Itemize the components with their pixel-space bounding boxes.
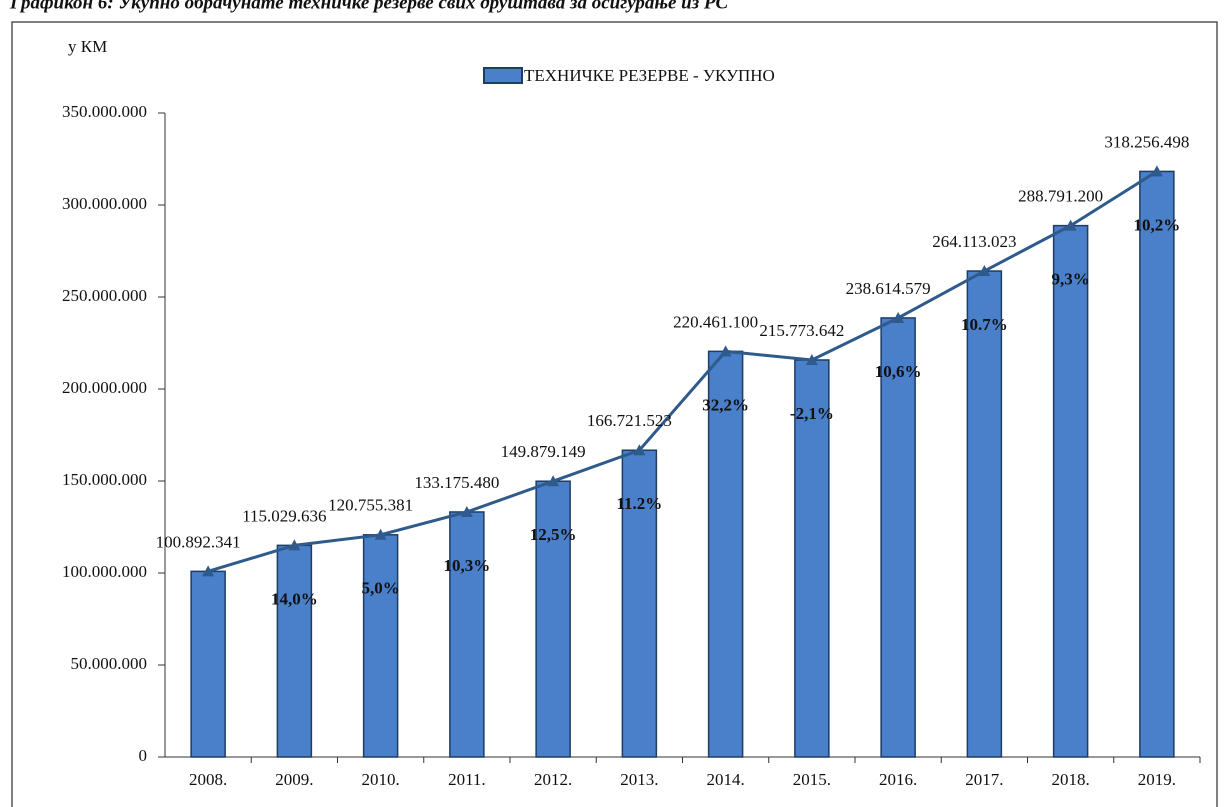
line-marker xyxy=(633,444,646,456)
value-label: 120.755.381 xyxy=(328,496,413,515)
line-marker xyxy=(374,528,387,540)
y-tick-label: 0 xyxy=(139,746,148,765)
line-marker xyxy=(805,353,818,365)
bar xyxy=(1052,224,1089,758)
x-tick-label: 2012. xyxy=(534,770,572,789)
x-tick-label: 2014. xyxy=(707,770,745,789)
x-tick-label: 2016. xyxy=(879,770,917,789)
value-label: 264.113.023 xyxy=(932,232,1016,251)
x-tick-label: 2019. xyxy=(1138,770,1176,789)
value-label: 100.892.341 xyxy=(156,532,241,551)
line-marker xyxy=(547,475,560,487)
legend-label: ТЕХНИЧКЕ РЕЗЕРВЕ - УКУПНО xyxy=(524,66,775,85)
x-tick-label: 2018. xyxy=(1052,770,1090,789)
line-marker xyxy=(892,311,905,323)
value-label: 220.461.100 xyxy=(673,312,758,331)
line-marker xyxy=(460,505,473,517)
x-tick-label: 2011. xyxy=(448,770,486,789)
value-label: 318.256.498 xyxy=(1104,132,1189,151)
bar xyxy=(966,270,1003,758)
value-label: 166.721.523 xyxy=(587,411,672,430)
growth-label: 5,0% xyxy=(362,579,400,598)
y-tick-label: 350.000.000 xyxy=(62,102,147,121)
bar xyxy=(535,480,571,758)
value-label: 288.791.200 xyxy=(1018,187,1103,206)
growth-label: 10,3% xyxy=(444,556,491,575)
line-marker xyxy=(719,345,732,357)
value-label: 215.773.642 xyxy=(759,321,844,340)
bar xyxy=(794,359,830,758)
line-marker xyxy=(288,539,301,551)
growth-label: 9,3% xyxy=(1052,270,1090,289)
line-marker xyxy=(1150,165,1163,177)
bar xyxy=(362,534,399,758)
x-tick-label: 2013. xyxy=(620,770,658,789)
growth-label: 14,0% xyxy=(271,589,318,608)
chart-title: Графикон 6: Укупно обрачунате техничке р… xyxy=(9,0,728,13)
growth-label: 10,6% xyxy=(875,362,922,381)
value-label: 133.175.480 xyxy=(414,473,499,492)
line-marker xyxy=(202,565,215,577)
line-marker xyxy=(1064,219,1077,231)
bar xyxy=(190,570,226,758)
line-marker xyxy=(978,265,991,277)
y-tick-label: 250.000.000 xyxy=(62,286,147,305)
legend-swatch xyxy=(483,67,523,84)
y-tick-label: 300.000.000 xyxy=(62,194,147,213)
bar xyxy=(1139,170,1175,758)
bar xyxy=(621,449,658,758)
x-tick-label: 2017. xyxy=(965,770,1003,789)
growth-label: 10.7% xyxy=(961,315,1008,334)
value-label: 115.029.636 xyxy=(242,506,326,525)
y-tick-label: 100.000.000 xyxy=(62,562,147,581)
value-label: 149.879.149 xyxy=(501,442,586,461)
y-tick-label: 150.000.000 xyxy=(62,470,147,489)
bar xyxy=(880,317,916,758)
x-tick-label: 2009. xyxy=(275,770,313,789)
growth-label: 32,2% xyxy=(702,395,749,414)
x-tick-label: 2008. xyxy=(189,770,227,789)
growth-label: -2,1% xyxy=(790,404,834,423)
x-tick-label: 2010. xyxy=(362,770,400,789)
trend-line xyxy=(207,170,1158,573)
y-tick-label: 200.000.000 xyxy=(62,378,147,397)
chart-frame xyxy=(11,21,1218,807)
bar xyxy=(276,544,313,758)
y-tick-label: 50.000.000 xyxy=(71,654,148,673)
growth-label: 11.2% xyxy=(616,494,662,513)
x-tick-label: 2015. xyxy=(793,770,831,789)
value-label: 238.614.579 xyxy=(846,279,931,298)
growth-label: 12,5% xyxy=(530,525,577,544)
y-axis-label: у КМ xyxy=(68,37,107,56)
bar xyxy=(449,511,485,758)
growth-label: 10,2% xyxy=(1134,215,1181,234)
